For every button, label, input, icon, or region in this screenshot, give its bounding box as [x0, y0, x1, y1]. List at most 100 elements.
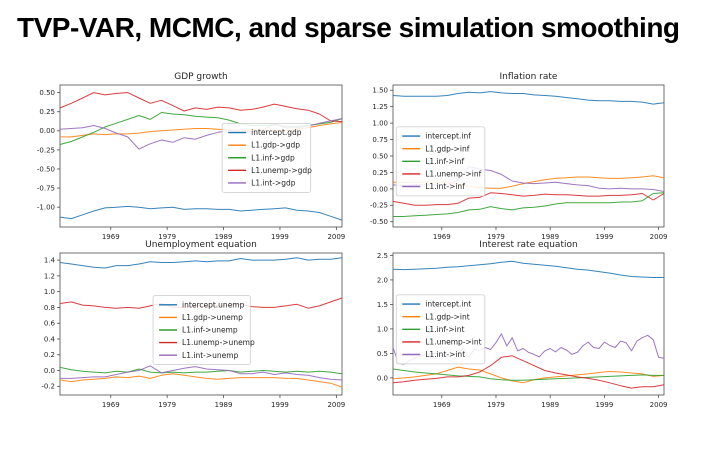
legend-label: L1.int->gdp	[251, 179, 296, 188]
y-tick-label: 1.0	[377, 325, 388, 333]
y-tick-label: 0.00	[372, 185, 388, 193]
legend-label: L1.unemp->inf	[425, 169, 481, 178]
y-tick-label: 1.00	[372, 120, 388, 128]
chart-inflation-rate: Inflation rate 1.50 1.25 1.00 0.75 0.50 0.25 0.…	[359, 69, 670, 249]
x-tick-label: 1979	[158, 401, 176, 409]
legend-label: L1.inf->unemp	[182, 326, 238, 335]
legend-box	[152, 295, 251, 365]
legend-label: L1.gdp->gdp	[251, 141, 300, 150]
legend-box	[221, 122, 312, 193]
series-L1.inf->int	[392, 368, 664, 381]
y-tick-label: 0.0	[377, 374, 388, 382]
chart-title: GDP growth	[174, 72, 228, 82]
y-tick-label: 0.25	[39, 108, 55, 116]
y-tick-label: -0.75	[37, 184, 55, 192]
series-intercept.int	[392, 260, 664, 278]
x-tick-label: 1999	[271, 233, 289, 241]
chart-interest-rate-equation: Interest rate equation 2.5 2.0 1.5 1.0 0.5 0.0…	[359, 237, 670, 417]
x-tick-label: 1979	[487, 401, 505, 409]
y-tick-label: -0.2	[41, 383, 55, 391]
y-tick-label: 2.5	[377, 252, 388, 260]
y-tick-label: -0.50	[37, 165, 55, 173]
chart-title: Unemployment equation	[145, 240, 257, 250]
x-tick-label: 2009	[327, 401, 345, 409]
chart-inflation-rate-canvas: Inflation rate 1.50 1.25 1.00 0.75 0.50 0.25 0.…	[370, 72, 668, 241]
legend-label: L1.gdp->unemp	[182, 313, 243, 322]
chart-unemployment-equation-canvas: Unemployment equation 1.4 1.2 1.0 0.8 0.6 0.4 0…	[41, 240, 345, 409]
y-tick-label: -0.50	[370, 218, 388, 226]
y-tick-label: 0.75	[372, 136, 388, 144]
y-tick-label: 1.5	[377, 301, 388, 309]
y-tick-label: -0.25	[370, 202, 388, 210]
x-tick-label: 2009	[327, 233, 345, 241]
chart-unemployment-equation: Unemployment equation 1.4 1.2 1.0 0.8 0.6 0.4 0…	[26, 237, 348, 417]
series-intercept.unemp	[59, 257, 343, 269]
y-tick-label: 0.4	[44, 335, 56, 343]
x-tick-label: 2009	[650, 401, 668, 409]
legend-label: L1.inf->inf	[425, 157, 464, 166]
series-L1.int->unemp	[60, 365, 343, 381]
legend-label: L1.gdp->inf	[425, 144, 469, 153]
legend-label: L1.int->unemp	[182, 351, 239, 360]
x-tick-label: 1989	[541, 401, 559, 409]
legend-label: L1.inf->gdp	[251, 153, 295, 162]
series-intercept.inf	[392, 91, 665, 105]
series-L1.inf->inf	[393, 192, 665, 217]
x-tick-label: 1989	[215, 401, 233, 409]
x-tick-label: 1999	[595, 401, 613, 409]
y-tick-label: 1.25	[372, 103, 388, 111]
page-title: TVP-VAR, MCMC, and sparse simulation smo…	[17, 12, 680, 43]
series-L1.unemp->int	[392, 355, 665, 389]
y-tick-label: 0.2	[44, 351, 55, 359]
series-L1.gdp->int	[392, 366, 665, 384]
legend-box	[395, 126, 486, 197]
x-tick-label: 1999	[271, 401, 289, 409]
x-tick-label: 1979	[158, 233, 176, 241]
legend-label: intercept.unemp	[182, 300, 245, 309]
legend-label: L1.unemp->int	[425, 337, 481, 346]
axes-frame	[59, 84, 343, 228]
y-tick-label: 1.2	[44, 272, 55, 280]
legend-label: L1.unemp->unemp	[182, 338, 255, 347]
x-tick-label: 1979	[487, 233, 505, 241]
y-tick-label: -1.00	[37, 204, 55, 212]
legend-label: L1.inf->int	[425, 325, 464, 334]
series-L1.unemp->inf	[392, 192, 665, 206]
y-tick-label: 1.4	[44, 257, 56, 265]
chart-title: Interest rate equation	[479, 240, 577, 250]
legend-label: L1.int->inf	[425, 182, 465, 191]
legend-label: L1.int->int	[425, 350, 465, 359]
legend-label: L1.gdp->int	[425, 312, 469, 321]
y-tick-label: 2.0	[377, 276, 388, 284]
y-tick-label: 1.50	[372, 87, 388, 95]
x-tick-label: 1999	[595, 233, 613, 241]
axes-frame	[59, 252, 343, 396]
series-L1.inf->unemp	[59, 366, 343, 375]
x-tick-label: 1969	[102, 233, 120, 241]
y-tick-label: 0.5	[377, 350, 388, 358]
chart-gdp-growth-canvas: GDP growth 0.50 0.25 0.00 -0.25 -0.50 -0.75 -1.…	[37, 72, 345, 241]
y-tick-label: 1.0	[44, 288, 55, 296]
legend-label: intercept.int	[425, 300, 471, 309]
chart-gdp-growth: GDP growth 0.50 0.25 0.00 -0.25 -0.50 -0.75 -1.…	[26, 69, 348, 249]
legend-label: L1.unemp->gdp	[251, 166, 312, 175]
y-tick-label: 0.50	[372, 152, 388, 160]
series-L1.unemp->gdp	[59, 92, 343, 123]
y-tick-label: -0.25	[37, 146, 55, 154]
x-tick-label: 2009	[650, 233, 668, 241]
legend-box	[395, 294, 486, 365]
x-tick-label: 1989	[215, 233, 233, 241]
y-tick-label: 0.0	[44, 367, 55, 375]
y-tick-label: 0.25	[372, 169, 388, 177]
y-tick-label: 0.6	[44, 320, 56, 328]
legend-label: intercept.gdp	[251, 128, 302, 137]
x-tick-label: 1969	[433, 401, 451, 409]
legend-label: intercept.inf	[425, 132, 471, 141]
x-tick-label: 1989	[541, 233, 559, 241]
x-tick-label: 1969	[102, 401, 120, 409]
y-tick-label: 0.50	[39, 89, 55, 97]
axes-frame	[392, 252, 665, 396]
chart-title: Inflation rate	[500, 72, 558, 82]
chart-interest-rate-equation-canvas: Interest rate equation 2.5 2.0 1.5 1.0 0.5 0.0…	[377, 240, 668, 409]
